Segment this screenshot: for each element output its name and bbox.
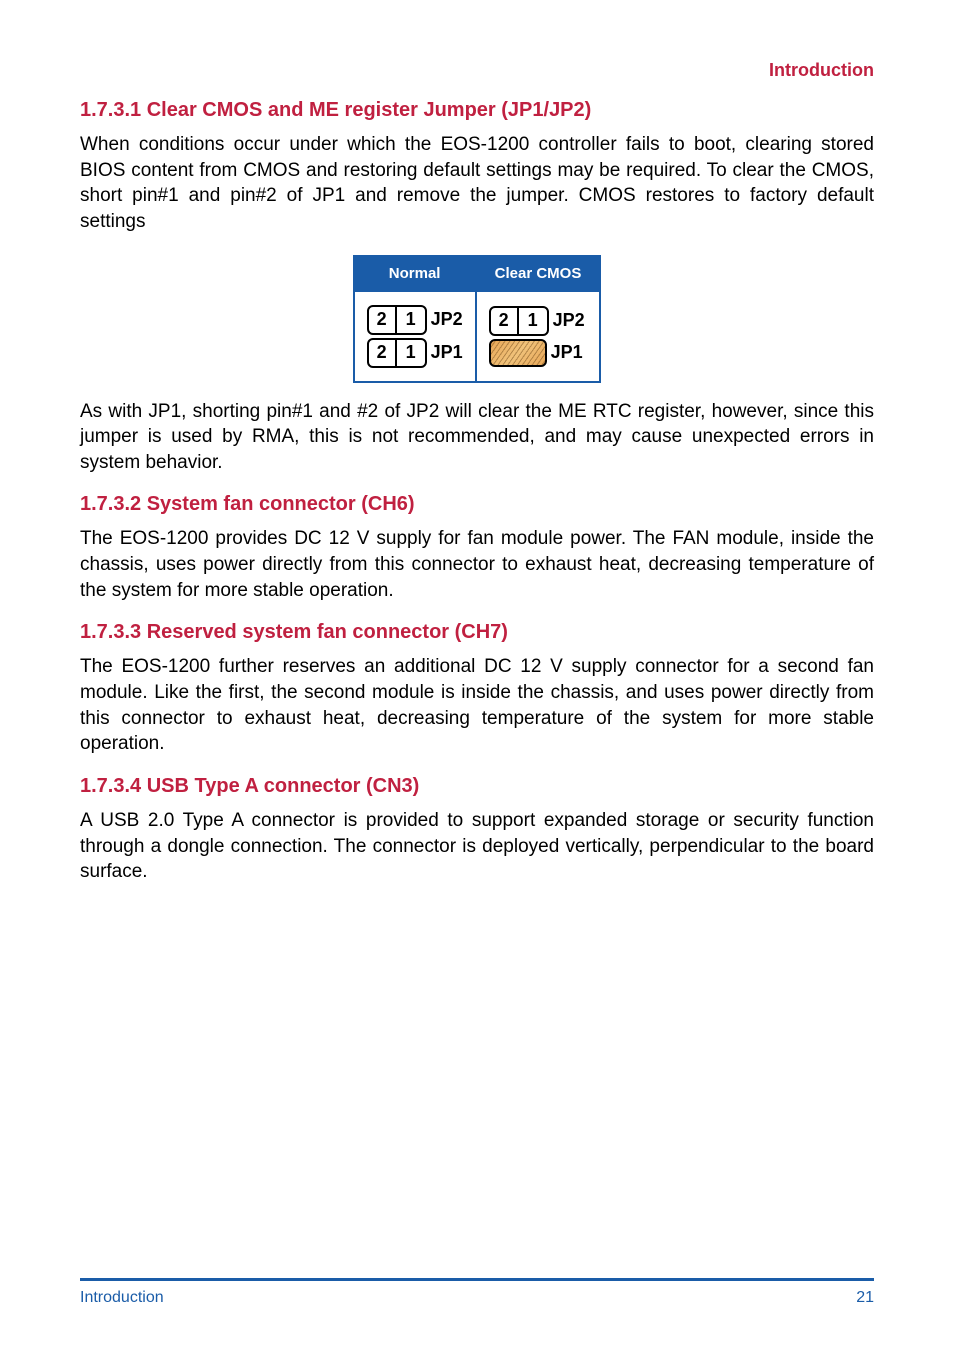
pin-1-label: 1 (397, 340, 425, 366)
body-clear-cmos-p1: When conditions occur under which the EO… (80, 132, 874, 235)
jp1-label: JP1 (431, 342, 463, 363)
table-header-normal: Normal (354, 256, 476, 291)
body-system-fan: The EOS-1200 provides DC 12 V supply for… (80, 526, 874, 603)
pin-box-icon: 2 1 (367, 338, 427, 368)
jp1-normal-row: 2 1 JP1 (367, 338, 463, 368)
jp2-normal-row: 2 1 JP2 (367, 305, 463, 335)
section-heading-reserved-fan: 1.7.3.3 Reserved system fan connector (C… (80, 621, 874, 644)
table-cell-normal: 2 1 JP2 2 1 JP1 (354, 291, 476, 382)
table-cell-clear: 2 1 JP2 JP1 (476, 291, 601, 382)
pin-2-label: 2 (491, 308, 519, 334)
pin-1-label: 1 (397, 307, 425, 333)
table-header-clear: Clear CMOS (476, 256, 601, 291)
jp1-clear-row: JP1 (489, 339, 588, 367)
footer-page-number: 21 (856, 1289, 874, 1307)
jp1-label: JP1 (551, 342, 583, 363)
section-heading-usb: 1.7.3.4 USB Type A connector (CN3) (80, 775, 874, 798)
footer-divider (80, 1278, 874, 1281)
footer-left-text: Introduction (80, 1289, 164, 1307)
body-clear-cmos-p2: As with JP1, shorting pin#1 and #2 of JP… (80, 399, 874, 476)
pin-box-icon: 2 1 (489, 306, 549, 336)
pin-2-label: 2 (369, 307, 397, 333)
jp2-label: JP2 (431, 309, 463, 330)
body-reserved-fan: The EOS-1200 further reserves an additio… (80, 654, 874, 757)
section-heading-clear-cmos: 1.7.3.1 Clear CMOS and ME register Jumpe… (80, 99, 874, 122)
section-heading-system-fan: 1.7.3.2 System fan connector (CH6) (80, 493, 874, 516)
pin-2-label: 2 (369, 340, 397, 366)
pin-box-icon: 2 1 (367, 305, 427, 335)
body-usb: A USB 2.0 Type A connector is provided t… (80, 808, 874, 885)
page-footer: Introduction 21 (80, 1278, 874, 1307)
jp2-clear-row: 2 1 JP2 (489, 306, 588, 336)
jumper-table: Normal Clear CMOS 2 1 JP2 2 (353, 255, 602, 383)
pin-1-label: 1 (519, 308, 547, 334)
shorted-jumper-icon (489, 339, 547, 367)
jp2-label: JP2 (553, 310, 585, 331)
page-header-right: Introduction (769, 60, 874, 81)
jumper-table-container: Normal Clear CMOS 2 1 JP2 2 (80, 255, 874, 383)
